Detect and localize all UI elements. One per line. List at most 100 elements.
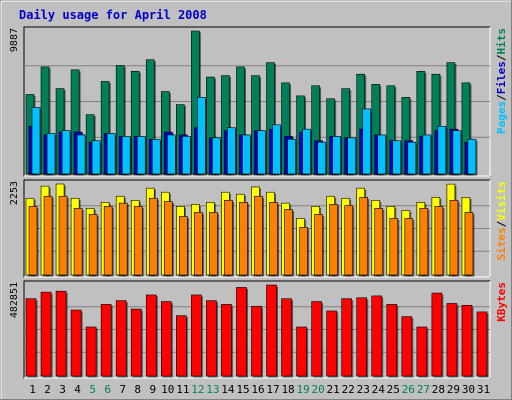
sites-bar-day-27 — [419, 208, 429, 276]
kbytes-bar-day-28 — [431, 292, 443, 377]
sites-bar-day-14 — [224, 199, 233, 276]
day-label-29: 29 — [447, 383, 460, 396]
side-legend-middle: Sites/Visits — [495, 181, 508, 261]
y-max-label: 2253 — [9, 181, 20, 205]
pages-bar-day-17 — [272, 124, 281, 175]
panel-visits-sites: 2253 Sites/Visits — [9, 179, 508, 278]
pages-bar-day-19 — [302, 128, 311, 175]
sites-bar-day-24 — [374, 208, 384, 276]
pages-bar-day-26 — [407, 141, 417, 175]
legend-part: Sites — [495, 227, 508, 260]
day-label-18: 18 — [281, 383, 294, 396]
pages-bar-day-13 — [212, 137, 221, 175]
day-label-28: 28 — [432, 383, 445, 396]
kbytes-bar-day-29 — [446, 303, 458, 377]
kbytes-bar-day-21 — [326, 310, 337, 377]
pages-bar-day-23 — [362, 108, 372, 175]
kbytes-bar-day-23 — [356, 297, 368, 377]
sites-bar-day-18 — [284, 209, 293, 276]
kbytes-bar-day-11 — [176, 315, 187, 377]
day-label-20: 20 — [312, 383, 325, 396]
day-label-14: 14 — [221, 383, 235, 396]
sites-bar-day-21 — [329, 204, 338, 276]
day-label-25: 25 — [387, 383, 400, 396]
sites-bar-day-15 — [239, 201, 248, 276]
day-label-23: 23 — [357, 383, 370, 396]
pages-bar-day-28 — [437, 125, 447, 175]
sites-bar-day-25 — [389, 218, 399, 276]
sites-bar-day-23 — [359, 197, 369, 276]
day-label-24: 24 — [372, 383, 386, 396]
sites-bar-day-3 — [58, 195, 68, 276]
pages-bar-day-2 — [46, 133, 56, 175]
series-pages — [31, 97, 478, 176]
sites-bar-day-17 — [269, 201, 278, 276]
pages-bar-day-25 — [392, 140, 402, 175]
day-label-7: 7 — [119, 383, 126, 396]
kbytes-bar-day-24 — [371, 295, 383, 377]
legend-part: / — [495, 220, 508, 227]
day-label-15: 15 — [236, 383, 249, 396]
pages-bar-day-22 — [347, 137, 356, 175]
pages-bar-day-20 — [317, 141, 326, 175]
kbytes-bar-day-31 — [476, 311, 488, 377]
kbytes-bar-day-6 — [100, 304, 112, 377]
day-label-13: 13 — [206, 383, 219, 396]
sites-bar-day-4 — [73, 208, 83, 276]
sites-bar-day-7 — [118, 202, 128, 276]
kbytes-bar-day-7 — [115, 300, 127, 377]
sites-bar-day-10 — [163, 201, 173, 276]
day-label-4: 4 — [74, 383, 81, 396]
sites-bar-day-9 — [148, 197, 158, 276]
day-label-3: 3 — [59, 383, 66, 396]
sites-bar-day-16 — [254, 195, 263, 276]
pages-bar-day-11 — [182, 136, 191, 175]
sites-bar-day-1 — [28, 206, 38, 276]
legend-part: Pages — [495, 101, 508, 134]
day-label-21: 21 — [327, 383, 340, 396]
pages-bar-day-24 — [377, 134, 387, 175]
pages-bar-day-15 — [242, 134, 251, 175]
kbytes-bar-day-5 — [85, 326, 97, 377]
pages-bar-day-8 — [136, 136, 146, 175]
day-label-16: 16 — [251, 383, 264, 396]
sites-bar-day-2 — [43, 195, 53, 276]
pages-bar-day-12 — [197, 97, 206, 175]
sites-bar-day-26 — [404, 218, 414, 276]
sites-bar-day-29 — [449, 199, 459, 276]
kbytes-bar-day-17 — [266, 284, 277, 377]
kbytes-bar-day-4 — [70, 309, 82, 377]
kbytes-bar-day-14 — [221, 304, 232, 377]
kbytes-bar-day-16 — [251, 305, 262, 377]
kbytes-bar-day-15 — [236, 287, 247, 377]
day-label-26: 26 — [402, 383, 415, 396]
side-legend-bottom: KBytes — [495, 282, 508, 322]
day-label-8: 8 — [134, 383, 141, 396]
sites-bar-day-11 — [179, 216, 188, 276]
legend-part: / — [495, 94, 508, 101]
pages-bar-day-7 — [121, 136, 131, 175]
day-label-17: 17 — [266, 383, 279, 396]
series-kbytes — [25, 284, 489, 378]
sites-bar-day-19 — [299, 227, 308, 276]
x-axis-day-labels: 1 2 3 4 5 6 7 8 9 10 11 12 13 14 15 16 17 18 19 20 21 22 23 24 2… — [29, 383, 490, 396]
sites-bar-day-12 — [194, 212, 203, 276]
pages-bar-day-21 — [332, 136, 341, 175]
day-label-27: 27 — [417, 383, 430, 396]
kbytes-bar-day-12 — [191, 294, 202, 377]
pages-bar-day-18 — [287, 138, 296, 175]
day-label-19: 19 — [296, 383, 309, 396]
pages-bar-day-30 — [467, 138, 477, 175]
kbytes-bar-day-22 — [341, 298, 352, 377]
kbytes-bar-day-20 — [311, 301, 322, 377]
day-label-5: 5 — [89, 383, 96, 396]
kbytes-bar-day-19 — [296, 326, 307, 377]
pages-bar-day-3 — [61, 130, 71, 175]
day-label-22: 22 — [342, 383, 355, 396]
legend-part: / — [495, 54, 508, 61]
kbytes-bar-day-2 — [40, 291, 52, 377]
day-label-2: 2 — [44, 383, 51, 396]
kbytes-bar-day-8 — [130, 308, 142, 377]
